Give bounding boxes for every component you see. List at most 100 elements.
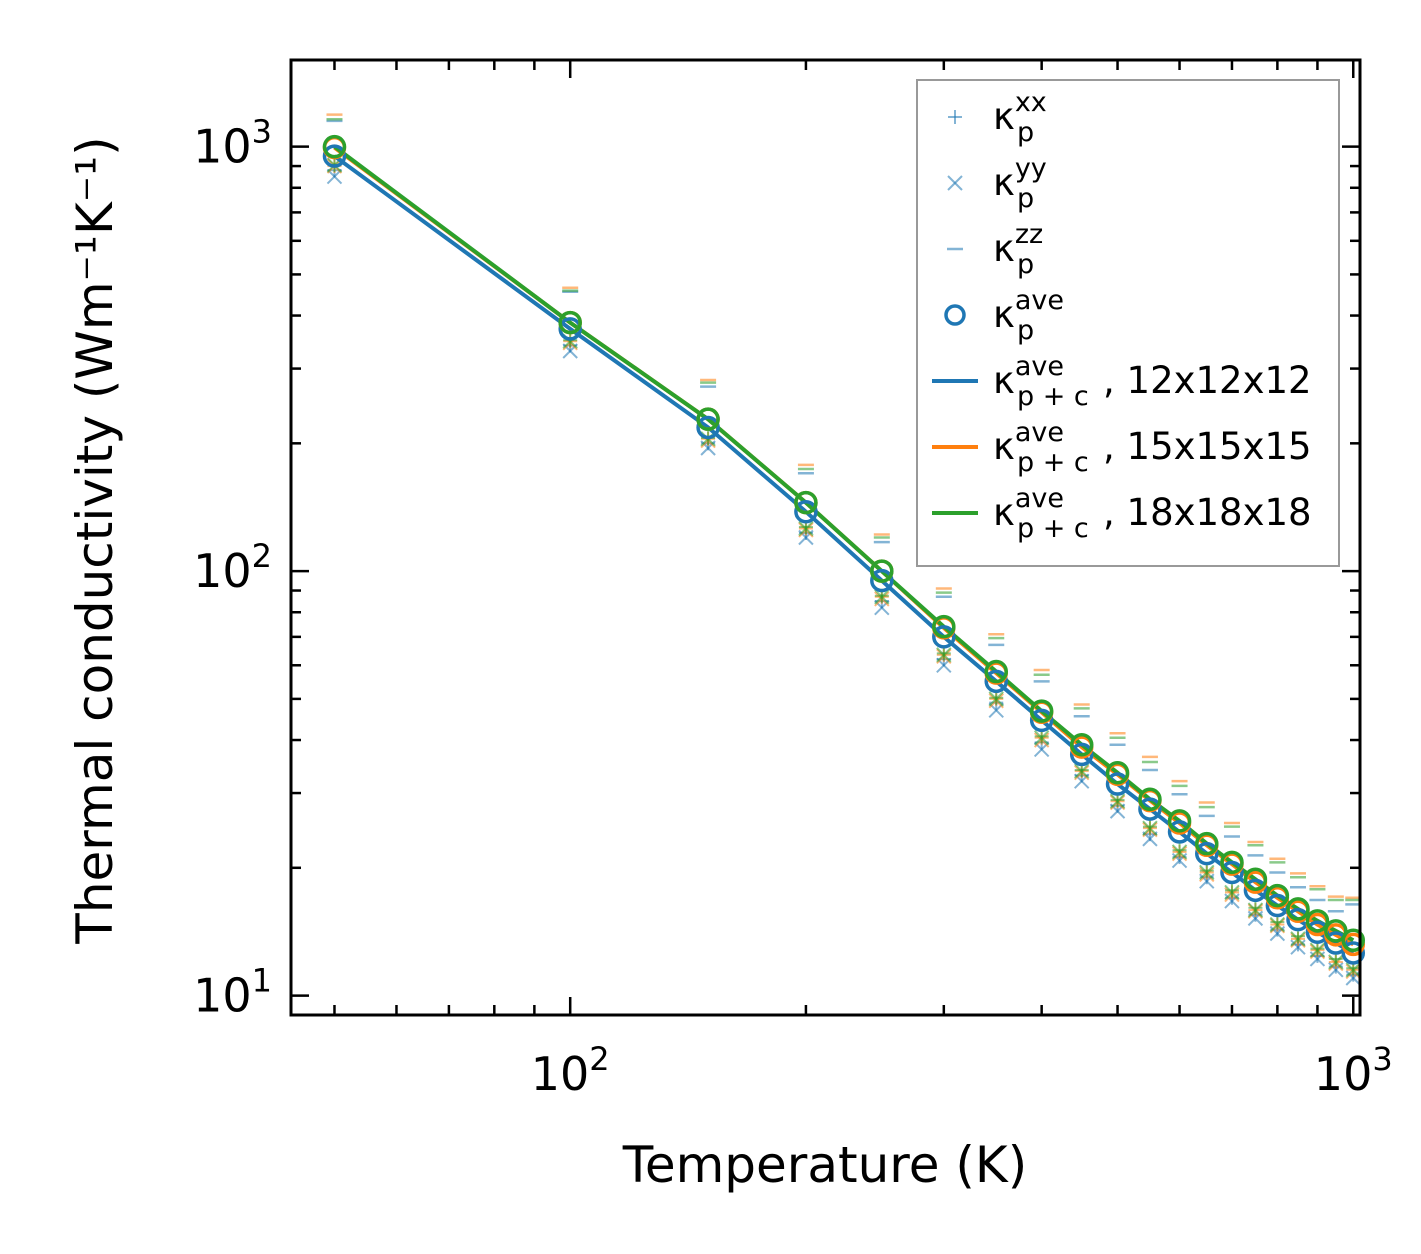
legend-superscript: ave — [1015, 483, 1064, 514]
kave-marker — [932, 614, 956, 639]
kyy-marker — [1269, 916, 1286, 933]
y-tick-label: 103 — [193, 113, 272, 174]
legend-kave-marker — [944, 304, 966, 326]
kyy-marker — [798, 520, 814, 537]
kave-marker — [1243, 867, 1268, 891]
y-tick-label: 101 — [193, 962, 272, 1023]
kpc-line-18x18x18 — [333, 144, 1355, 943]
kave-marker — [558, 317, 582, 341]
legend-subscript: p — [1017, 315, 1034, 346]
legend-superscript: ave — [1015, 417, 1064, 448]
legend-superscript: zz — [1015, 219, 1043, 250]
kave-marker — [1029, 708, 1054, 733]
kave-marker — [794, 490, 818, 515]
x-axis-label: Temperature (K) — [622, 1136, 1027, 1194]
x-tick-label-exp: 3 — [1372, 1040, 1392, 1078]
kave-marker — [1341, 941, 1366, 965]
legend-superscript: xx — [1015, 87, 1047, 118]
kave-marker — [1324, 931, 1348, 955]
kave-marker — [1220, 860, 1244, 885]
legend-entry-label: κave p + c , 12x12x12 — [993, 351, 1312, 412]
kyy-marker — [1199, 864, 1215, 881]
legend-kappa: κ — [993, 293, 1015, 336]
legend-kappa: κ — [993, 491, 1015, 534]
legend-kappa: κ — [993, 359, 1015, 402]
x-tick-label-exp: 2 — [589, 1040, 609, 1078]
legend-subscript: p + c — [1017, 513, 1089, 544]
kyy-marker — [1171, 844, 1188, 860]
y-axis-label: Thermal conductivity (Wm⁻¹K⁻¹) — [66, 136, 124, 944]
kyy-marker — [1290, 931, 1306, 947]
kyy-marker — [874, 589, 890, 605]
kave-marker — [1195, 831, 1219, 856]
kave-marker — [558, 310, 582, 335]
y-tick-label-base: 10 — [193, 969, 252, 1023]
kave-marker — [1265, 883, 1290, 908]
kave-marker — [696, 407, 720, 431]
kave-marker — [932, 625, 956, 649]
y-tick-label-base: 10 — [193, 120, 252, 174]
kyy-marker — [1074, 763, 1090, 779]
plot-frame — [289, 58, 1362, 1017]
x-tick-label-base: 10 — [1314, 1047, 1373, 1101]
legend-kappa: κ — [993, 425, 1015, 468]
y-tick-label-exp: 1 — [252, 962, 272, 1000]
kyy-marker — [1345, 962, 1361, 978]
kave-marker — [1138, 797, 1162, 821]
kyy-marker — [1309, 942, 1326, 958]
legend-entry-label: κxx p — [993, 87, 1047, 148]
kyy-marker — [947, 175, 963, 191]
kave-marker — [870, 559, 894, 583]
kave-marker — [1069, 742, 1094, 767]
y-tick-label: 102 — [193, 537, 272, 598]
kave-marker — [322, 134, 347, 159]
kave-marker — [1243, 878, 1268, 903]
kyy-marker — [1328, 962, 1344, 978]
legend-superscript: ave — [1015, 285, 1064, 316]
x-tick-label: 102 — [531, 1040, 610, 1101]
kave-marker — [1167, 820, 1192, 844]
kave-marker — [984, 669, 1008, 694]
legend-entry-label: κzz p — [993, 219, 1043, 280]
kave-marker — [1286, 897, 1310, 921]
legend-entry-label: κyy p — [993, 153, 1047, 214]
legend-entry-label: κave p + c , 18x18x18 — [993, 483, 1312, 544]
legend-kappa: κ — [993, 95, 1015, 138]
kave-marker — [696, 415, 720, 440]
kyy-marker — [936, 647, 952, 663]
legend-kappa: κ — [993, 161, 1015, 204]
legend-kappa: κ — [993, 227, 1015, 270]
kave-marker — [1324, 919, 1348, 943]
kyy-marker — [1224, 884, 1240, 901]
legend-box — [916, 79, 1340, 567]
kyy-marker — [1142, 820, 1158, 836]
kave-marker — [1305, 909, 1330, 933]
legend-superscript: yy — [1015, 153, 1047, 184]
kyy-marker — [1109, 793, 1126, 809]
legend-entry-label: κave p — [993, 285, 1064, 346]
kave-marker — [1195, 841, 1219, 866]
series-lines — [322, 134, 1366, 965]
kave-marker — [1029, 699, 1054, 723]
kave-marker — [1341, 928, 1366, 953]
kave-marker — [1105, 772, 1130, 796]
legend-superscript: ave — [1015, 351, 1064, 382]
legend-subscript: p — [1017, 249, 1034, 280]
y-tick-label-exp: 3 — [252, 113, 272, 151]
y-tick-label-exp: 2 — [252, 537, 272, 575]
x-tick-label: 103 — [1314, 1040, 1393, 1101]
kyy-marker — [988, 691, 1004, 707]
legend-subscript: p + c — [1017, 447, 1089, 478]
x-tick-label-base: 10 — [531, 1047, 590, 1101]
kyy-marker — [1033, 730, 1050, 746]
kave-marker — [1069, 732, 1094, 757]
data-markers — [326, 113, 1362, 986]
legend-subscript: p + c — [1017, 381, 1089, 412]
kave-marker — [1167, 809, 1192, 833]
kave-marker — [984, 659, 1008, 684]
legend-subscript: p — [1017, 183, 1034, 214]
legend-suffix: , 12x12x12 — [1103, 359, 1312, 402]
kyy-marker — [1247, 902, 1264, 918]
